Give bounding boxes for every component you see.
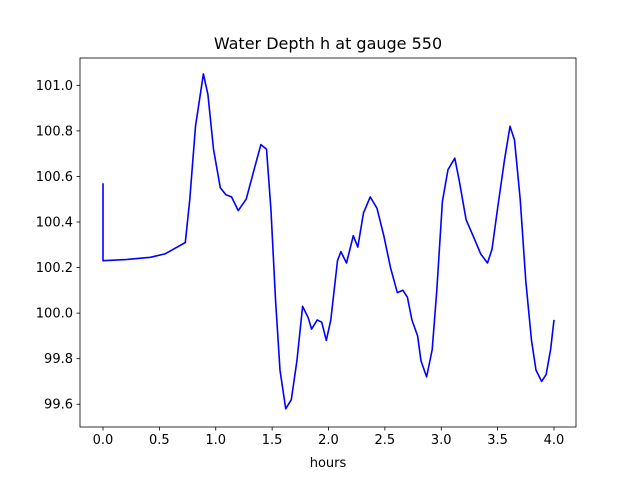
- chart-title: Water Depth h at gauge 550: [214, 34, 442, 53]
- x-tick-label: 3.5: [487, 433, 508, 448]
- y-tick-label: 100.4: [36, 216, 73, 231]
- y-tick-label: 99.8: [44, 352, 73, 367]
- plot-area: 0.0 0.5 1.0 1.5 2.0 2.5 3.0 3.5 4.0 99.6 99.8 100.0…: [36, 57, 577, 448]
- y-tick-label: 100.8: [36, 124, 73, 139]
- x-tick-label: 4.0: [544, 433, 565, 448]
- y-tick-label: 101.0: [36, 79, 73, 94]
- series-line-h: [102, 73, 555, 410]
- y-tick-label: 100.6: [36, 170, 73, 185]
- y-tick-label: 100.2: [36, 261, 73, 276]
- x-axis-label: hours: [310, 456, 347, 471]
- x-tick-label: 3.0: [431, 433, 452, 448]
- x-tick-label: 1.5: [262, 433, 283, 448]
- y-tick-label: 99.6: [44, 398, 73, 413]
- x-tick-label: 1.0: [205, 433, 226, 448]
- y-tick-label: 100.0: [36, 307, 73, 322]
- x-tick-label: 2.0: [318, 433, 339, 448]
- x-tick-label: 0.0: [93, 433, 114, 448]
- x-tick-label: 0.5: [149, 433, 170, 448]
- x-tick-label: 2.5: [375, 433, 396, 448]
- axes-frame: [79, 57, 577, 428]
